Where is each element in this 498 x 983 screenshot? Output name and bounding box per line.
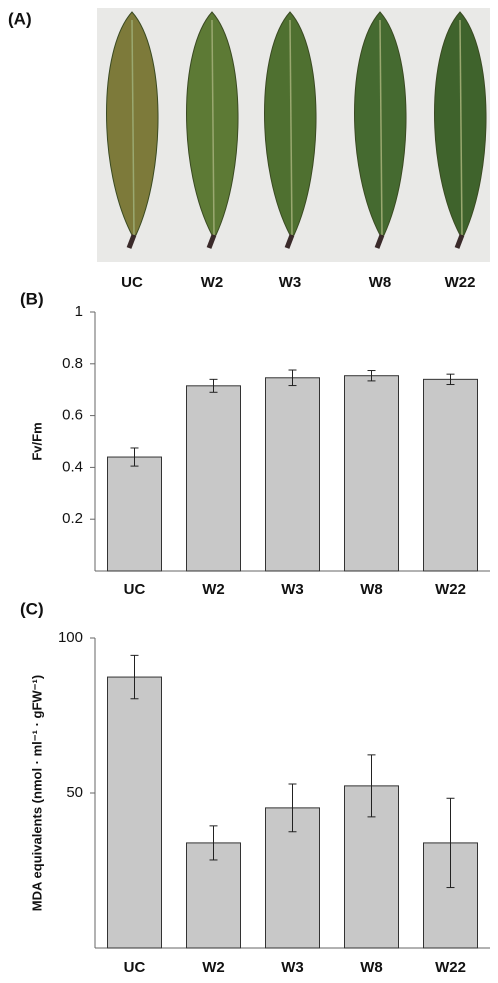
x-tick-label: W2 [202,959,225,976]
leaf-label: W3 [279,274,302,291]
bar [186,385,241,572]
leaf-label: W2 [201,274,224,291]
x-tick-label: W3 [281,581,304,598]
x-tick-label: UC [124,959,146,976]
bar [265,377,320,572]
x-tick-label: W3 [281,959,304,976]
leaf-label: UC [121,274,143,291]
y-tick-label: 0.8 [62,355,83,372]
x-tick-label: W22 [435,581,466,598]
leaf-vein [379,19,383,236]
y-tick-label: 1 [75,303,83,320]
bar [344,375,399,572]
leaf-stem [374,234,385,249]
panel-label: (A) [8,9,32,28]
panel-label: (B) [20,289,44,308]
y-axis-label: MDA equivalents (nmol · ml⁻¹ · gFW⁻¹) [29,675,44,911]
leaf-stem [284,234,295,249]
y-tick-label: 0.4 [62,458,83,475]
panel-label: (C) [20,599,44,618]
bar [107,676,162,949]
y-tick-label: 0.2 [62,510,83,527]
bar [423,378,478,572]
x-tick-label: UC [124,581,146,598]
leaf-vein [211,19,215,236]
leaf-stem [126,234,137,249]
x-tick-label: W2 [202,581,225,598]
y-axis-label: Fv/Fm [29,422,44,460]
leaf-stem [454,234,465,249]
x-tick-label: W22 [435,959,466,976]
x-tick-label: W8 [360,581,383,598]
y-tick-label: 100 [58,629,83,646]
leaf-stem [206,234,217,249]
bar [107,456,162,572]
leaf-vein [459,19,463,236]
leaf-label: W22 [445,274,476,291]
y-tick-label: 50 [66,784,83,801]
leaf-label: W8 [369,274,392,291]
y-tick-label: 0.6 [62,407,83,424]
leaf-vein [131,19,135,236]
leaf-vein [289,19,293,236]
x-tick-label: W8 [360,959,383,976]
